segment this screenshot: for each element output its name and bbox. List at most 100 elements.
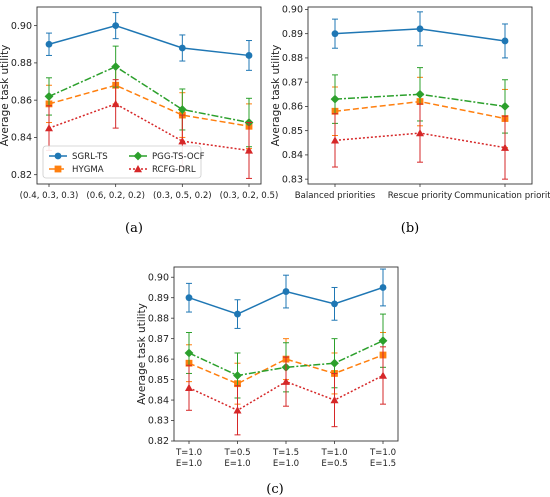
y-tick-label: 0.86 [11, 95, 32, 106]
x-tick-label: T=0.5 [223, 448, 250, 458]
data-point [185, 294, 193, 302]
y-tick-label: 0.87 [282, 77, 303, 88]
data-point [501, 143, 509, 151]
series-line [48, 24, 250, 57]
data-point [111, 99, 120, 108]
y-tick-label: 0.90 [148, 272, 169, 283]
series-rcfg-drl [185, 346, 387, 436]
data-point [178, 44, 186, 52]
data-point [379, 284, 387, 291]
legend-label: PGG-TS-OCF [152, 152, 205, 162]
y-tick-label: 0.85 [282, 126, 303, 137]
y-tick-label: 0.88 [282, 53, 303, 64]
x-tick-label: Rescue priority [388, 191, 453, 201]
x-tick-label: T=1.0 [175, 448, 202, 458]
y-tick-label: 0.82 [148, 436, 169, 447]
data-point [500, 102, 510, 111]
data-point [245, 52, 253, 59]
chart-panel-c: 0.82 0.83 0.84 0.85 0.86 0.87 0.88 0.89 0.90 Aver… [136, 266, 399, 497]
series-rcfg-drl [331, 103, 509, 180]
legend-marker [54, 152, 62, 160]
data-point [45, 40, 53, 48]
series-line [48, 84, 250, 127]
series-line [334, 93, 506, 108]
series-hygma [45, 66, 253, 150]
legend-box [42, 145, 202, 179]
data-point [331, 30, 339, 38]
y-tick-label: 0.89 [148, 293, 169, 304]
series-line [188, 354, 384, 385]
legend-marker [134, 165, 142, 173]
data-point [111, 62, 121, 72]
data-point [378, 336, 388, 346]
y-tick-label: 0.84 [282, 150, 303, 161]
legend-marker [54, 165, 62, 173]
y-tick-label: 0.88 [148, 313, 169, 324]
y-tick-label: 0.84 [148, 395, 169, 406]
data-point [234, 310, 241, 318]
legend: SGRL-TS HYGMA PGG-TS-OCF RCFG-DRL [42, 145, 205, 179]
figure-caption: (c) [266, 482, 283, 497]
x-tick-label: T=1.0 [369, 448, 396, 458]
x-tick-label: T=1.5 [272, 448, 299, 458]
data-point [233, 406, 242, 414]
data-point [330, 358, 339, 368]
x-tick-label: (0.6, 0.2, 0.2) [86, 191, 145, 201]
chart-panel-a: 0.82 0.84 0.86 0.88 0.90 Average task utility… [0, 6, 279, 236]
y-tick-label: 0.86 [282, 102, 303, 113]
figure-caption: (b) [401, 221, 419, 236]
series-line [188, 340, 384, 377]
x-tick-label: E=1.0 [224, 459, 250, 469]
x-tick-label: Balanced priorities [295, 191, 376, 201]
data-point [331, 136, 339, 144]
y-axis-label: Average task utility [136, 303, 148, 405]
x-tick-label: E=1.0 [273, 459, 299, 469]
y-axis-label: Average task utility [0, 45, 11, 147]
series-sgrl-ts [331, 11, 509, 59]
data-point [184, 348, 194, 358]
legend-label: HYGMA [72, 165, 104, 175]
data-point [331, 300, 338, 308]
y-tick-label: 0.84 [11, 133, 32, 144]
series-line [48, 103, 250, 152]
data-point [233, 371, 242, 380]
data-point [282, 288, 290, 295]
y-tick-label: 0.89 [282, 29, 303, 40]
x-tick-label: (0.3, 0.5, 0.2) [153, 191, 212, 201]
data-point [416, 129, 424, 137]
y-tick-label: 0.86 [148, 354, 169, 365]
y-tick-label: 0.88 [11, 58, 32, 69]
data-point [415, 89, 425, 99]
data-point [416, 25, 424, 33]
series-sgrl-ts [45, 12, 253, 71]
data-point [379, 371, 387, 379]
x-tick-label: (0.4, 0.3, 0.3) [20, 191, 79, 201]
data-point [44, 92, 54, 101]
x-tick-label: E=0.5 [321, 459, 347, 469]
plot-frame [36, 6, 262, 185]
legend-label: SGRL-TS [72, 152, 108, 162]
x-tick-label: E=1.0 [176, 459, 202, 469]
data-point [178, 137, 187, 145]
data-point [185, 383, 193, 391]
data-point [177, 105, 187, 114]
y-tick-label: 0.87 [148, 334, 169, 345]
x-tick-label: (0.3, 0.2, 0.5) [220, 191, 279, 201]
series-line [48, 65, 250, 124]
legend-label: RCFG-DRL [152, 165, 196, 175]
x-tick-label: T=1.0 [320, 448, 347, 458]
figure-caption: (a) [125, 221, 143, 236]
data-point [245, 146, 253, 154]
y-tick-label: 0.83 [148, 416, 169, 427]
data-point [330, 396, 339, 404]
chart-panel-b: 0.83 0.84 0.85 0.86 0.87 0.88 0.89 0.90 Average … [270, 5, 550, 236]
data-point [45, 124, 53, 132]
y-tick-label: 0.90 [282, 5, 303, 16]
data-point [501, 37, 509, 45]
data-point [282, 377, 290, 385]
series-sgrl-ts [185, 268, 387, 329]
y-tick-label: 0.85 [148, 375, 169, 386]
x-tick-label: E=1.5 [370, 459, 396, 469]
y-tick-label: 0.82 [11, 170, 32, 181]
